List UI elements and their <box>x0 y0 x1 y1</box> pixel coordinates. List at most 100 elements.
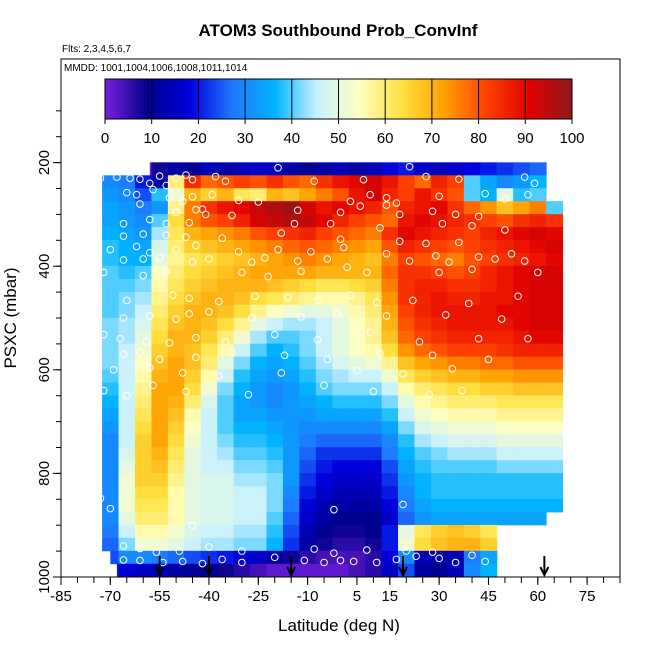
heatmap-cell <box>315 563 333 577</box>
heatmap-cell <box>184 227 202 241</box>
y-tick-label: 1000 <box>36 560 53 593</box>
heatmap-cell <box>546 330 564 345</box>
flight-arrow <box>204 556 214 578</box>
heatmap-cell <box>513 511 531 526</box>
heatmap-cell <box>447 356 465 370</box>
observation-point <box>208 190 217 199</box>
heatmap-cell <box>332 278 350 293</box>
heatmap-cell <box>348 382 366 396</box>
heatmap-cell <box>184 486 202 500</box>
heatmap-cell <box>200 511 218 526</box>
heatmap-cell <box>332 563 350 577</box>
heatmap-cell <box>414 395 432 409</box>
observation-point <box>409 296 417 305</box>
heatmap-cell <box>463 486 481 500</box>
heatmap-cell <box>381 447 399 461</box>
heatmap-cell <box>134 175 153 189</box>
heatmap-cell <box>546 408 564 422</box>
heatmap-cell <box>513 473 531 487</box>
heatmap-cell <box>529 162 547 176</box>
observation-point <box>280 351 289 360</box>
heatmap-cell <box>430 162 448 176</box>
heatmap-cell <box>299 382 317 396</box>
heatmap-cell <box>480 356 498 370</box>
heatmap-cell <box>250 265 268 280</box>
heatmap-cell <box>233 175 251 189</box>
heatmap-cell <box>134 511 153 526</box>
heatmap-cell <box>299 201 317 215</box>
heatmap-cell <box>200 227 218 241</box>
observation-point <box>132 242 141 251</box>
heatmap-cell <box>217 395 235 409</box>
heatmap-cell <box>250 382 268 396</box>
observation-point <box>145 179 154 188</box>
heatmap-cell <box>167 317 185 332</box>
x-tick-label: -40 <box>198 588 220 605</box>
heatmap-cell <box>414 188 432 202</box>
heatmap-cell <box>496 447 514 461</box>
heatmap-cell <box>463 434 481 448</box>
heatmap-cell <box>134 524 153 539</box>
heatmap-cell <box>513 460 531 474</box>
heatmap-cell <box>447 162 465 176</box>
heatmap-cell <box>184 563 202 577</box>
observation-point <box>238 268 246 277</box>
heatmap-cell <box>332 511 350 526</box>
heatmap-cell <box>480 537 498 552</box>
heatmap-cell <box>365 524 383 539</box>
heatmap-cell <box>315 460 333 474</box>
heatmap-cell <box>266 265 284 280</box>
heatmap-cell <box>414 304 432 319</box>
heatmap-cell <box>250 550 268 565</box>
heatmap-cell <box>430 447 448 461</box>
heatmap-cell <box>365 499 383 513</box>
heatmap-cell <box>167 278 185 293</box>
heatmap-cell <box>430 382 448 396</box>
heatmap-cell <box>116 563 120 577</box>
heatmap-cell <box>546 227 564 241</box>
heatmap-cell <box>480 563 498 577</box>
observation-point <box>524 190 532 199</box>
observation-point <box>474 253 483 261</box>
heatmap-cell <box>447 304 465 319</box>
heatmap-cell <box>184 382 202 396</box>
heatmap-cell <box>513 486 531 500</box>
heatmap-cell <box>463 524 481 539</box>
observation-point <box>136 200 144 208</box>
heatmap-cell <box>200 343 218 357</box>
heatmap-cell <box>266 278 284 293</box>
observation-point <box>432 252 440 260</box>
observation-point <box>359 175 368 184</box>
heatmap-cell <box>200 369 218 383</box>
colorbar-tick-label: 10 <box>143 130 160 147</box>
observation-point <box>119 232 128 240</box>
heatmap-cell <box>233 265 251 280</box>
heatmap-cell <box>365 408 383 422</box>
observation-point <box>238 558 246 567</box>
heatmap-cell <box>299 473 317 487</box>
heatmap-cell <box>250 252 268 267</box>
observation-point <box>451 210 460 219</box>
observation-point <box>185 294 194 303</box>
observation-point <box>435 192 443 201</box>
heatmap-cell <box>332 162 350 176</box>
heatmap-cell <box>250 524 268 539</box>
heatmap-cell <box>398 304 416 319</box>
heatmap-cell <box>233 343 251 357</box>
heatmap-cell <box>414 382 432 396</box>
heatmap-cell <box>447 252 465 267</box>
heatmap-cell <box>365 265 383 280</box>
heatmap-cell <box>233 317 251 332</box>
heatmap-cell <box>529 486 547 500</box>
observation-point <box>514 292 522 301</box>
heatmap-cell <box>414 356 432 370</box>
heatmap-cell <box>365 563 383 577</box>
heatmap-cell <box>184 175 202 189</box>
heatmap-cell <box>496 240 514 254</box>
heatmap-cell <box>134 304 153 319</box>
heatmap-cell <box>299 421 317 435</box>
heatmap-cell <box>149 162 153 176</box>
heatmap-cell <box>151 486 169 500</box>
observation-point <box>188 192 197 201</box>
heatmap-cell <box>463 395 481 409</box>
